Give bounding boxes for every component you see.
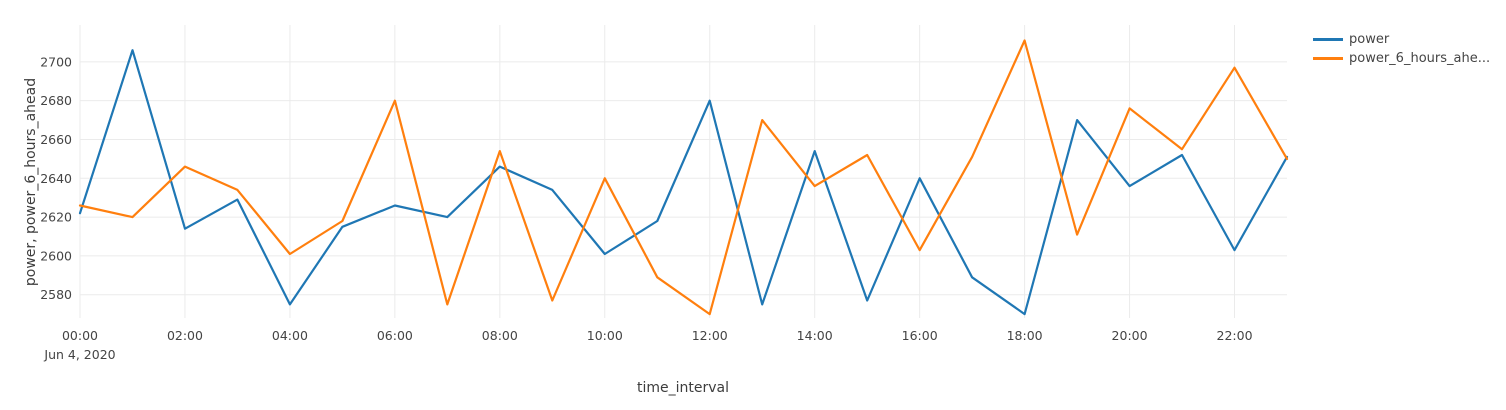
legend-item-power-6-hours-ahead[interactable]: power_6_hours_ahe... — [1313, 51, 1490, 66]
x-tick-label: 10:00 — [587, 328, 623, 343]
x-tick-label: 12:00 — [692, 328, 728, 343]
x-tick-label: 04:00 — [272, 328, 308, 343]
y-tick-label: 2620 — [40, 210, 72, 225]
legend-line-swatch-power — [1313, 38, 1343, 41]
x-tick-label: 20:00 — [1112, 328, 1148, 343]
x-tick-label: 06:00 — [377, 328, 413, 343]
x-tick-label: 18:00 — [1007, 328, 1043, 343]
legend-item-power[interactable]: power — [1313, 32, 1490, 47]
x-axis-title: time_interval — [636, 380, 730, 396]
y-axis-title: power, power_6_hours_ahead — [23, 77, 39, 287]
legend-line-swatch-power-6-hours-ahead — [1313, 57, 1343, 60]
x-tick-label: 08:00 — [482, 328, 518, 343]
y-tick-label: 2680 — [40, 93, 72, 108]
legend-label-power: power — [1349, 32, 1390, 47]
x-axis-date-label: Jun 4, 2020 — [44, 347, 116, 362]
x-tick-label: 02:00 — [167, 328, 203, 343]
legend-label-power-6-hours-ahead: power_6_hours_ahe... — [1349, 51, 1491, 66]
x-tick-label: 00:00 — [62, 328, 98, 343]
y-tick-label: 2580 — [40, 287, 72, 302]
y-tick-label: 2640 — [40, 171, 72, 186]
y-tick-label: 2700 — [40, 54, 72, 69]
legend: power power_6_hours_ahe... — [1313, 32, 1490, 66]
series-line-power[interactable] — [78, 49, 1289, 316]
x-tick-label: 16:00 — [902, 328, 938, 343]
x-tick-label: 14:00 — [797, 328, 833, 343]
y-tick-label: 2600 — [40, 248, 72, 263]
x-tick-label: 22:00 — [1217, 328, 1253, 343]
series-line-power-6-hours-ahead[interactable] — [78, 39, 1289, 316]
y-tick-label: 2660 — [40, 132, 72, 147]
